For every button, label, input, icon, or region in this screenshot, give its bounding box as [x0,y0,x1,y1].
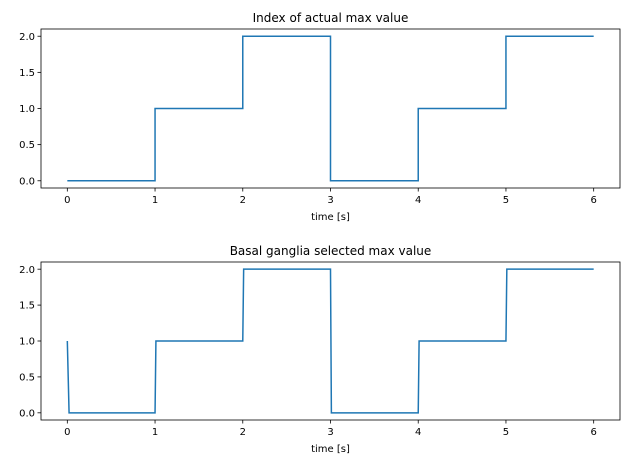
y-tick-label: 1.5 [19,301,35,312]
x-tick-label: 4 [415,195,421,206]
x-tick-label: 3 [327,427,333,438]
x-tick-label: 2 [240,427,246,438]
x-tick-label: 2 [240,195,246,206]
x-tick-label: 3 [327,195,333,206]
chart-title: Index of actual max value [253,11,409,25]
x-tick-label: 0 [64,427,70,438]
y-tick-label: 2.0 [19,32,35,43]
x-tick-label: 5 [503,427,509,438]
x-axis-label: time [s] [311,212,350,223]
chart-title: Basal ganglia selected max value [230,244,432,258]
x-tick-label: 4 [415,427,421,438]
x-tick-label: 5 [503,195,509,206]
x-tick-label: 1 [152,195,158,206]
x-tick-label: 0 [64,195,70,206]
y-tick-label: 1.5 [19,68,35,79]
y-tick-label: 0.5 [19,373,35,384]
x-tick-label: 6 [590,427,596,438]
y-tick-label: 0.5 [19,140,35,151]
y-tick-label: 0.0 [19,408,35,419]
x-tick-label: 6 [590,195,596,206]
series-line-1 [67,35,594,182]
x-axis-label: time [s] [311,444,350,455]
chart-panel-2: Basal ganglia selected max value 0 1 2 3 4 5 6 0… [19,244,621,455]
y-tick-label: 1.0 [19,104,35,115]
series-line-1 [66,268,594,414]
y-tick-label: 1.0 [19,337,35,348]
chart-panel-1: Index of actual max value 0 1 2 3 4 5 6 0.0 0.5 1.… [19,11,621,223]
x-tick-label: 1 [152,427,158,438]
y-tick-label: 0.0 [19,176,35,187]
y-tick-label: 2.0 [19,265,35,276]
